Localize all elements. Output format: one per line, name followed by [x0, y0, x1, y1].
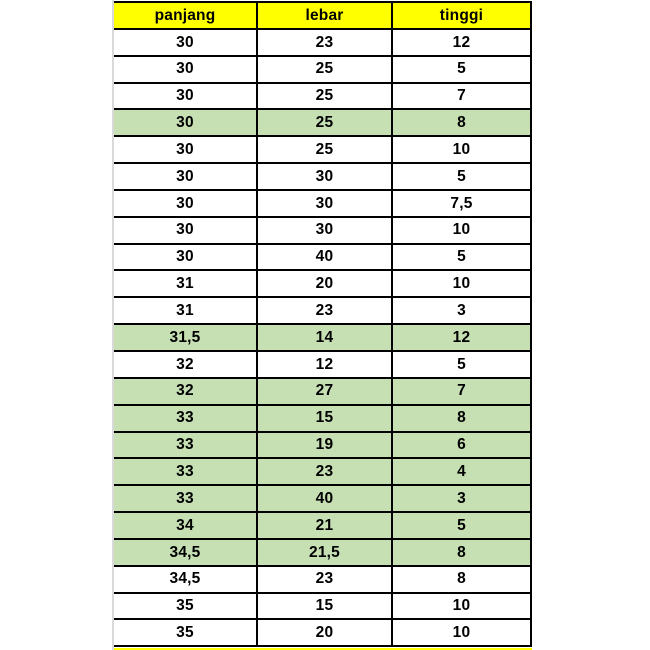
table-cell-tinggi: 3 — [393, 298, 532, 326]
table-cell-lebar: 25 — [258, 110, 393, 138]
next-header-row-sliver — [114, 647, 532, 650]
column-header-lebar: lebar — [258, 3, 393, 30]
table-cell-tinggi: 12 — [393, 29, 532, 57]
table-cell-panjang: 34 — [114, 513, 258, 540]
table-cell-panjang: 32 — [114, 378, 258, 406]
table-cell-tinggi: 6 — [393, 432, 532, 460]
table-cell-lebar: 15 — [258, 593, 393, 621]
table-cell-lebar: 40 — [258, 244, 393, 272]
table-cell-panjang: 30 — [114, 217, 258, 245]
table-cell-lebar: 23 — [258, 459, 393, 487]
column-header-panjang: panjang — [114, 3, 258, 30]
table-cell-tinggi: 5 — [393, 513, 532, 540]
table-cell-tinggi: 7,5 — [393, 190, 532, 218]
table-cell-panjang: 33 — [114, 459, 258, 487]
table-cell-panjang: 30 — [114, 244, 258, 272]
table-cell-tinggi: 10 — [393, 271, 532, 299]
table-cell-lebar: 21 — [258, 513, 393, 540]
table-cell-panjang: 33 — [114, 486, 258, 514]
table-cell-panjang: 30 — [114, 83, 258, 111]
table-cell-panjang: 30 — [114, 29, 258, 57]
table-cell-panjang: 31,5 — [114, 325, 258, 352]
table-cell-panjang: 30 — [114, 137, 258, 165]
table-cell-tinggi: 7 — [393, 83, 532, 111]
table-cell-panjang: 30 — [114, 110, 258, 138]
table-cell-lebar: 23 — [258, 29, 393, 57]
table-cell-lebar: 40 — [258, 486, 393, 514]
table-cell-tinggi: 10 — [393, 137, 532, 165]
table-cell-tinggi: 4 — [393, 459, 532, 487]
table-cell-lebar: 12 — [258, 351, 393, 379]
table-cell-panjang: 35 — [114, 620, 258, 648]
table-cell-tinggi: 5 — [393, 244, 532, 272]
table-cell-panjang: 31 — [114, 271, 258, 299]
table-cell-lebar: 30 — [258, 164, 393, 191]
table-cell-lebar: 30 — [258, 190, 393, 218]
table-cell-lebar: 19 — [258, 432, 393, 460]
table-cell-lebar: 20 — [258, 620, 393, 648]
table-cell-panjang: 34,5 — [114, 539, 258, 567]
table-cell-panjang: 30 — [114, 56, 258, 84]
table-cell-tinggi: 8 — [393, 539, 532, 567]
table-cell-panjang: 32 — [114, 351, 258, 379]
table-cell-lebar: 21,5 — [258, 539, 393, 567]
table-cell-panjang: 34,5 — [114, 566, 258, 594]
table-cell-panjang: 33 — [114, 405, 258, 433]
table-cell-tinggi: 8 — [393, 566, 532, 594]
table-cell-panjang: 35 — [114, 593, 258, 621]
table-cell-tinggi: 12 — [393, 325, 532, 352]
table-cell-lebar: 25 — [258, 83, 393, 111]
table-cell-tinggi: 7 — [393, 378, 532, 406]
table-cell-panjang: 30 — [114, 164, 258, 191]
table-cell-lebar: 20 — [258, 271, 393, 299]
table-cell-lebar: 23 — [258, 298, 393, 326]
table-cell-tinggi: 10 — [393, 620, 532, 648]
table-cell-lebar: 25 — [258, 137, 393, 165]
table-cell-lebar: 30 — [258, 217, 393, 245]
table-cell-tinggi: 10 — [393, 593, 532, 621]
table-cell-lebar: 15 — [258, 405, 393, 433]
table-cell-panjang: 31 — [114, 298, 258, 326]
table-cell-lebar: 14 — [258, 325, 393, 352]
table-cell-lebar: 27 — [258, 378, 393, 406]
size-table: panjang lebar tinggi 30 23 12 30 25 5 30 25 7 30 2… — [114, 1, 532, 648]
table-cell-tinggi: 5 — [393, 164, 532, 191]
table-cell-lebar: 25 — [258, 56, 393, 84]
table-cell-panjang: 33 — [114, 432, 258, 460]
table-cell-panjang: 30 — [114, 190, 258, 218]
table-cell-tinggi: 8 — [393, 110, 532, 138]
table-cell-tinggi: 3 — [393, 486, 532, 514]
sheet-gridline — [112, 0, 114, 650]
column-header-tinggi: tinggi — [393, 3, 532, 30]
table-cell-tinggi: 10 — [393, 217, 532, 245]
table-cell-tinggi: 8 — [393, 405, 532, 433]
table-cell-tinggi: 5 — [393, 56, 532, 84]
table-cell-tinggi: 5 — [393, 351, 532, 379]
table-cell-lebar: 23 — [258, 566, 393, 594]
